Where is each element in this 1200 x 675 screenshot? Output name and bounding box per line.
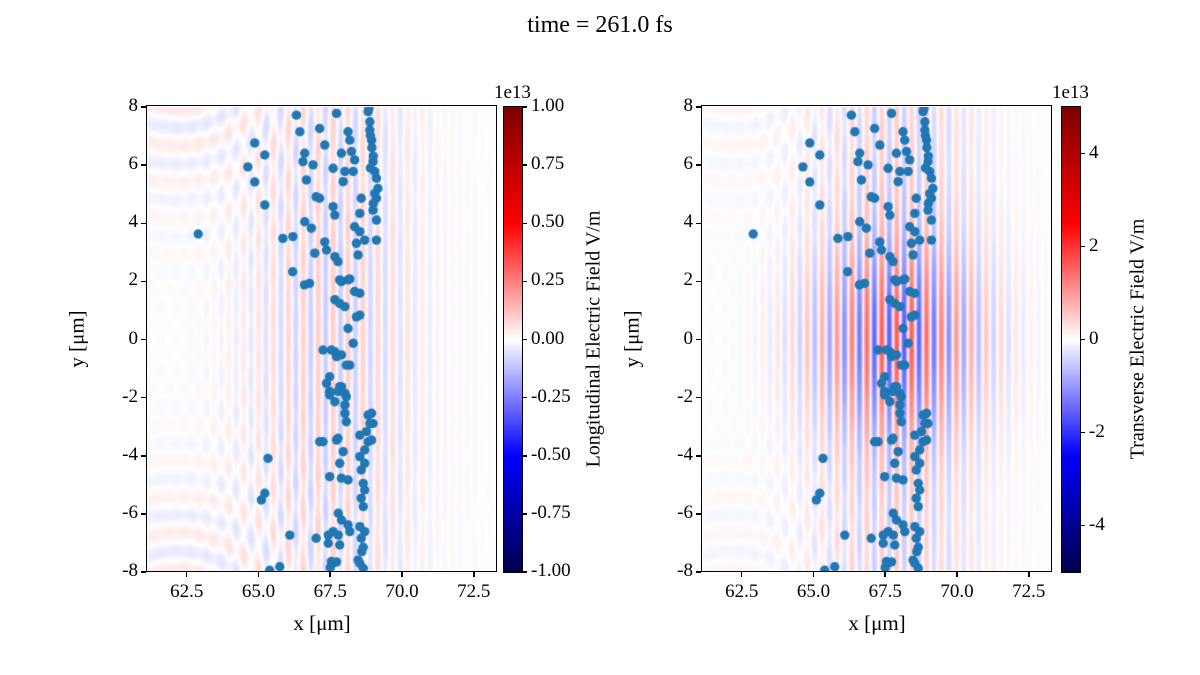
transverse-colorbar-tick-label: 4 [1089, 141, 1099, 163]
longitudinal-xtick-label: 62.5 [170, 581, 204, 602]
longitudinal-xtick-mark [185, 572, 188, 577]
longitudinal-colorbar-tick-mark [522, 571, 527, 573]
longitudinal-colorbar-tick-mark [522, 513, 527, 515]
transverse-ytick-mark [696, 222, 701, 224]
longitudinal-colorbar-tick-label: 1.00 [531, 95, 565, 116]
transverse-colorbar-tick-mark [1080, 338, 1085, 341]
longitudinal-colorbar-tick-label: 0.00 [531, 327, 565, 349]
longitudinal-ytick-mark [141, 280, 146, 283]
transverse-xtick-mark [812, 572, 815, 577]
longitudinal-colorbar-tick-mark [522, 338, 527, 341]
transverse-xtick-label: 62.5 [725, 581, 759, 602]
longitudinal-ytick-label: 4 [128, 211, 139, 233]
transverse-colorbar-label: Transverse Electric Field V/m [1126, 218, 1149, 460]
longitudinal-ytick-mark [141, 455, 146, 457]
longitudinal-ytick-mark [141, 571, 146, 573]
longitudinal-ytick-label: 2 [128, 269, 139, 291]
longitudinal-xtick-mark [329, 572, 331, 577]
transverse-ytick-label: 2 [683, 269, 694, 291]
transverse-ytick-label: 0 [683, 327, 694, 349]
longitudinal-colorbar-tick-label: -1.00 [531, 560, 571, 581]
longitudinal-colorbar-tick-mark [522, 222, 527, 224]
longitudinal-ytick-label: -4 [122, 443, 138, 465]
transverse-ytick-mark [696, 280, 701, 283]
longitudinal-ytick-label: -8 [122, 560, 138, 581]
transverse-ytick-label: 6 [683, 153, 694, 175]
longitudinal-ytick-mark [141, 222, 146, 224]
transverse-colorbar-exponent: 1e13 [1052, 82, 1089, 103]
longitudinal-colorbar-tick-label: -0.50 [531, 443, 571, 465]
transverse-colorbar-tick-label: 2 [1089, 234, 1099, 256]
transverse-xtick-label: 65.0 [796, 581, 831, 602]
transverse-ytick-label: 4 [683, 211, 694, 233]
transverse-xtick-mark [884, 572, 886, 577]
transverse-colorbar-tick-label: -2 [1089, 420, 1105, 442]
longitudinal-colorbar-tick-mark [522, 106, 527, 108]
longitudinal-ytick-label: -2 [122, 385, 138, 407]
transverse-ytick-mark [696, 571, 701, 573]
longitudinal-colorbar-tick-label: -0.25 [531, 385, 571, 407]
transverse-xtick-mark [1028, 572, 1030, 577]
transverse-ytick-label: -6 [677, 501, 693, 523]
longitudinal-colorbar-tick-mark [522, 396, 527, 399]
longitudinal-colorbar-tick-label: -0.75 [531, 501, 571, 523]
transverse-ytick-mark [696, 338, 701, 341]
longitudinal-xtick-mark [257, 572, 260, 577]
transverse-colorbar-tick-mark [1080, 431, 1085, 434]
transverse-colorbar-tick-label: 0 [1089, 327, 1099, 349]
longitudinal-colorbar-tick-label: 0.75 [531, 153, 565, 175]
transverse-xtick-label: 70.0 [940, 581, 974, 602]
transverse-xtick-mark [740, 572, 743, 577]
transverse-colorbar-tick-label: -4 [1089, 513, 1105, 535]
transverse-ytick-mark [696, 513, 701, 515]
transverse-ytick-label: -4 [677, 443, 693, 465]
longitudinal-field-heatmap [148, 107, 497, 572]
figure-title: time = 261.0 fs [527, 12, 673, 38]
transverse-field-heatmap [703, 107, 1052, 572]
longitudinal-ytick-label: 0 [128, 327, 139, 349]
longitudinal-ytick-mark [141, 106, 146, 108]
transverse-xtick-label: 72.5 [1012, 581, 1046, 602]
transverse-ytick-label: -8 [677, 560, 693, 581]
longitudinal-xtick-mark [401, 572, 403, 577]
longitudinal-xtick-label: 70.0 [385, 581, 419, 602]
transverse-ytick-mark [696, 164, 701, 166]
transverse-ytick-mark [696, 455, 701, 457]
longitudinal-colorbar-exponent: 1e13 [494, 82, 531, 103]
longitudinal-colorbar [504, 107, 522, 572]
longitudinal-xtick-mark [473, 572, 475, 577]
longitudinal-colorbar-tick-label: 0.25 [531, 269, 565, 291]
longitudinal-ytick-label: 8 [128, 95, 139, 116]
longitudinal-ytick-mark [141, 164, 146, 166]
longitudinal-ytick-mark [141, 513, 146, 515]
longitudinal-colorbar-tick-mark [522, 280, 527, 283]
transverse-colorbar-tick-mark [1080, 245, 1085, 248]
transverse-ytick-mark [696, 106, 701, 108]
longitudinal-xtick-label: 72.5 [457, 581, 491, 602]
longitudinal-ytick-label: -6 [122, 501, 138, 523]
longitudinal-colorbar-tick-mark [522, 164, 527, 166]
longitudinal-colorbar-tick-label: 0.50 [531, 211, 565, 233]
longitudinal-xaxis-label: x [μm] [293, 611, 351, 635]
transverse-colorbar [1062, 107, 1080, 572]
longitudinal-colorbar-label: Longitudinal Electric Field V/m [582, 210, 605, 468]
transverse-colorbar-tick-mark [1080, 524, 1085, 527]
transverse-xtick-mark [956, 572, 958, 577]
transverse-ytick-mark [696, 396, 701, 399]
transverse-ytick-label: 8 [683, 95, 694, 116]
transverse-xaxis-label: x [μm] [848, 611, 906, 635]
transverse-colorbar-tick-mark [1080, 152, 1085, 155]
longitudinal-ytick-label: 6 [128, 153, 139, 175]
transverse-xtick-label: 67.5 [868, 581, 902, 602]
longitudinal-xtick-label: 67.5 [313, 581, 347, 602]
longitudinal-xtick-label: 65.0 [241, 581, 276, 602]
longitudinal-ytick-mark [141, 396, 146, 399]
longitudinal-ytick-mark [141, 338, 146, 341]
longitudinal-colorbar-tick-mark [522, 455, 527, 457]
transverse-ytick-label: -2 [677, 385, 693, 407]
